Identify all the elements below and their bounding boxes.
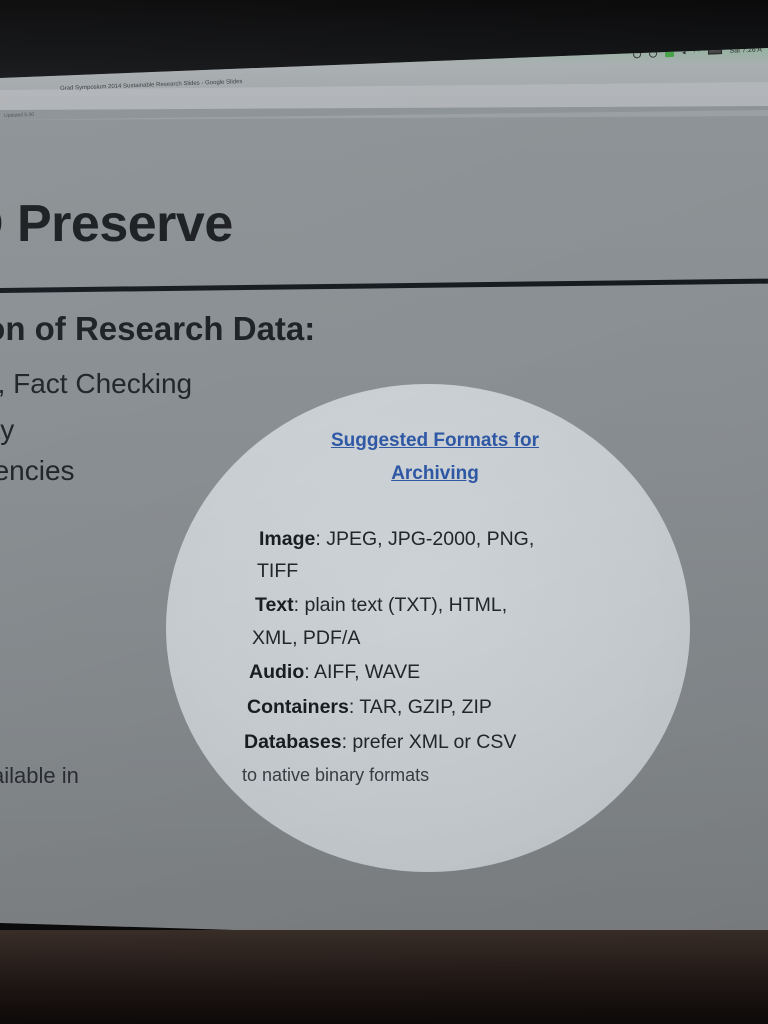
format-value: : AIFF, WAVE (304, 661, 421, 683)
format-value: : JPEG, JPG-2000, PNG, (315, 528, 535, 550)
format-line-containers: Containers: TAR, GZIP, ZIP (247, 696, 492, 719)
bullet-item: ailable in (0, 763, 79, 788)
callout-title-line[interactable]: Suggested Formats for (331, 430, 539, 451)
format-line-text-cont: XML, PDF/A (252, 627, 360, 650)
format-line-databases-cont: to native binary formats (242, 765, 429, 786)
bullet-item: n, Fact Checking (0, 368, 193, 399)
format-line-text: Text: plain text (TXT), HTML, (255, 594, 507, 617)
format-label: Text (255, 594, 294, 616)
format-value: : TAR, GZIP, ZIP (348, 696, 492, 718)
callout-title-link[interactable]: Suggested Formats for Archiving (290, 424, 580, 490)
bullet-item: lity (0, 414, 15, 445)
format-label: Audio (249, 661, 305, 683)
format-value: : prefer XML or CSV (341, 731, 517, 753)
slide-subheading: ion of Research Data: (0, 310, 316, 347)
format-value: XML, PDF/A (252, 627, 361, 649)
format-value: to native binary formats (242, 765, 430, 785)
document-last-edit[interactable]: Updated 5:30 (4, 111, 35, 119)
format-label: Image (259, 528, 316, 550)
monitor-bezel-bottom (0, 930, 768, 1024)
format-value: TIFF (257, 560, 299, 582)
format-line-databases: Databases: prefer XML or CSV (244, 731, 516, 754)
slide-title: D Preserve (0, 195, 233, 253)
format-line-image: Image: JPEG, JPG-2000, PNG, (259, 528, 534, 551)
format-label: Databases (244, 731, 342, 753)
format-label: Containers (247, 696, 349, 718)
formats-callout-circle (166, 384, 690, 872)
format-line-audio: Audio: AIFF, WAVE (249, 661, 420, 684)
slide-top-edge (0, 110, 768, 120)
title-divider (0, 278, 768, 293)
format-line-image-cont: TIFF (257, 560, 298, 583)
callout-title-line[interactable]: Archiving (391, 463, 479, 484)
format-value: : plain text (TXT), HTML, (293, 594, 508, 616)
bullet-item: gencies (0, 455, 75, 486)
